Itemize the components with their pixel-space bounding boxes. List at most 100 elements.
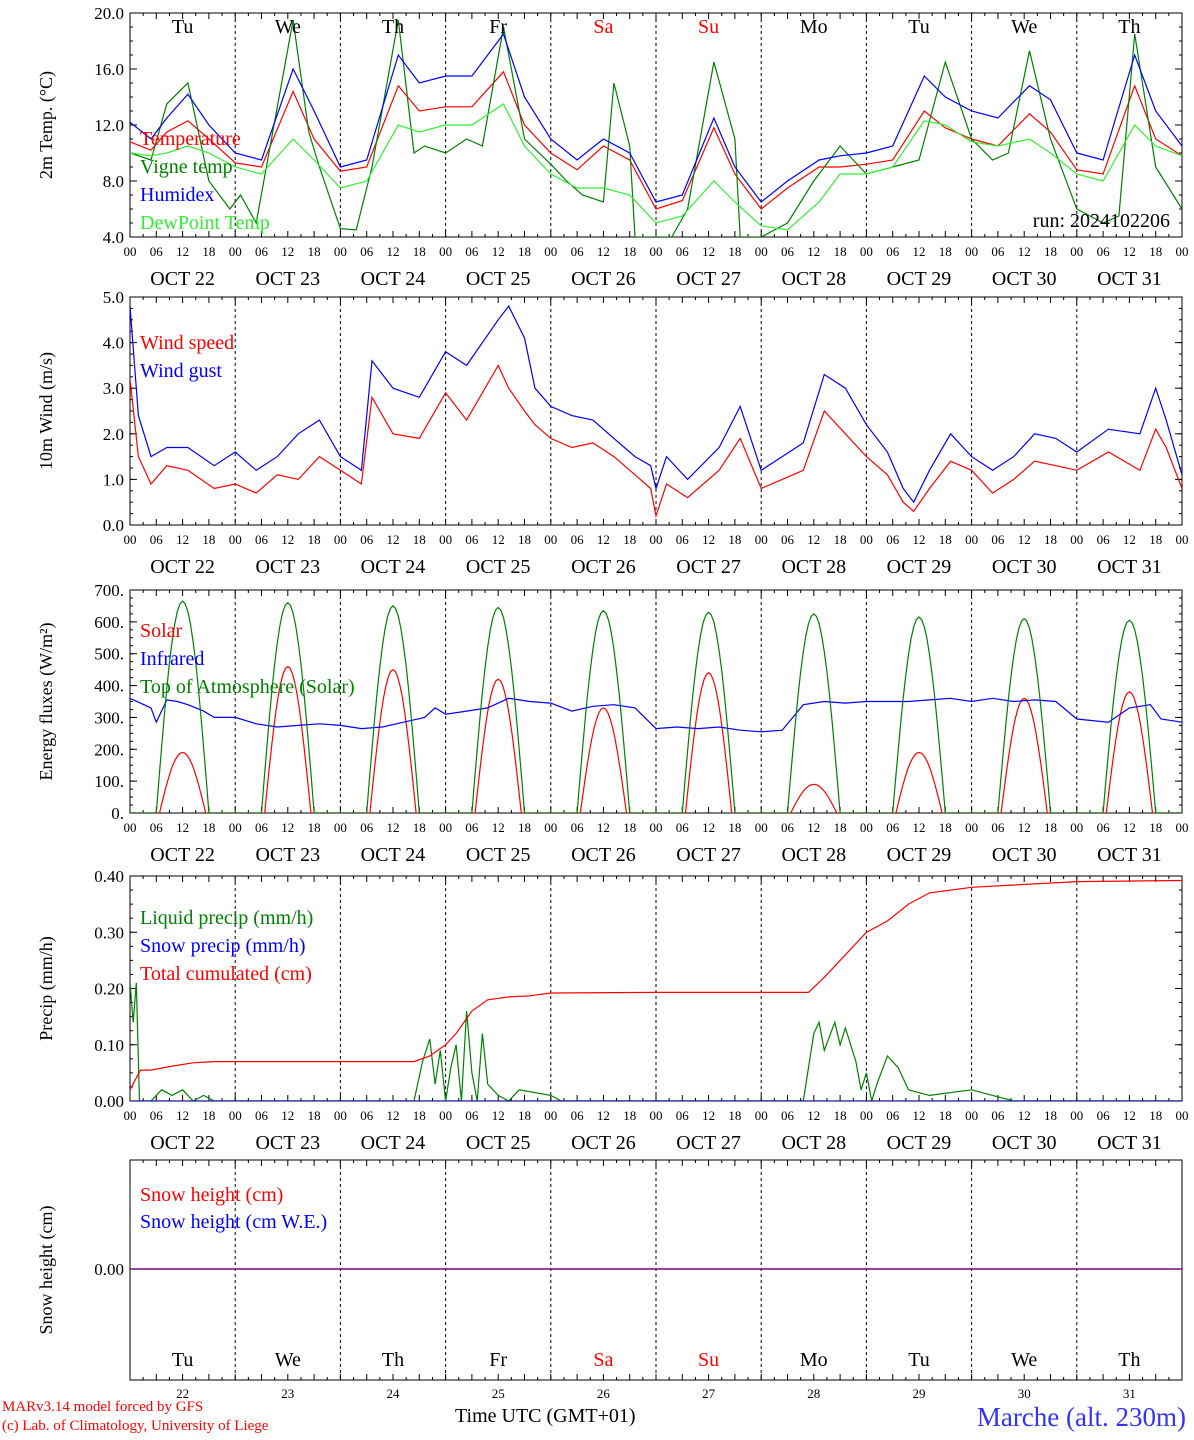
hour-tick-label: 00 [965, 244, 978, 259]
hour-tick-label: 00 [965, 820, 978, 835]
day-number: 27 [702, 1386, 716, 1401]
y-tick-label: 0.30 [94, 923, 124, 942]
y-tick-label: 5.0 [103, 288, 124, 307]
hour-tick-label: 06 [360, 244, 374, 259]
y-tick-label: 3.0 [103, 379, 124, 398]
hour-tick-label: 06 [1097, 820, 1111, 835]
hour-tick-label: 12 [387, 532, 400, 547]
hour-tick-label: 18 [308, 244, 321, 259]
hour-tick-label: 00 [439, 820, 452, 835]
hour-tick-label: 18 [413, 1108, 426, 1123]
hour-tick-label: 00 [124, 1108, 137, 1123]
hour-tick-label: 00 [334, 1108, 347, 1123]
hour-tick-label: 00 [860, 532, 873, 547]
hour-tick-label: 06 [571, 1108, 585, 1123]
hour-tick-label: 12 [176, 1108, 189, 1123]
date-label: OCT 22 [150, 844, 215, 866]
hour-tick-label: 18 [308, 532, 321, 547]
day-number: 23 [281, 1386, 294, 1401]
hour-tick-label: 06 [676, 532, 690, 547]
hour-tick-label: 18 [1149, 532, 1162, 547]
hour-tick-label: 12 [1018, 820, 1031, 835]
date-label: OCT 29 [887, 844, 952, 866]
y-tick-label: 700. [94, 581, 124, 600]
hour-tick-label: 18 [413, 532, 426, 547]
hour-tick-label: 06 [991, 532, 1005, 547]
date-label: OCT 22 [150, 556, 215, 578]
hour-tick-label: 18 [202, 244, 215, 259]
date-label: OCT 31 [1097, 268, 1162, 290]
hour-tick-label: 12 [281, 244, 294, 259]
day-name: We [275, 16, 301, 38]
hour-tick-label: 00 [229, 1108, 242, 1123]
hour-tick-label: 12 [281, 820, 294, 835]
hour-tick-label: 06 [886, 532, 900, 547]
hour-tick-label: 18 [202, 820, 215, 835]
legend-temperature: Temperature [140, 128, 241, 150]
hour-tick-label: 12 [807, 532, 820, 547]
date-label: OCT 29 [887, 556, 952, 578]
y-tick-label: 1.0 [103, 470, 124, 489]
hour-tick-label: 00 [650, 244, 663, 259]
y-tick-label: 100. [94, 772, 124, 791]
hour-tick-label: 12 [597, 244, 610, 259]
hour-tick-label: 06 [571, 532, 585, 547]
hour-tick-label: 12 [913, 820, 926, 835]
hour-tick-label: 06 [886, 1108, 900, 1123]
hour-tick-label: 12 [1018, 532, 1031, 547]
hour-tick-label: 00 [439, 244, 452, 259]
hour-tick-label: 18 [728, 1108, 741, 1123]
hour-tick-label: 00 [1070, 244, 1083, 259]
date-label: OCT 27 [676, 556, 741, 578]
hour-tick-label: 12 [492, 1108, 505, 1123]
hour-tick-label: 00 [544, 1108, 557, 1123]
hour-tick-label: 06 [255, 820, 269, 835]
series-liquid-precip-mm-h- [130, 982, 1182, 1101]
series-top-of-atmosphere-solar- [130, 600, 1182, 813]
hour-tick-label: 00 [229, 244, 242, 259]
legend-dewpoint-temp: DewPoint Temp [140, 212, 270, 234]
date-label: OCT 28 [781, 1132, 846, 1154]
y-tick-label: 4.0 [103, 228, 124, 247]
date-label: OCT 23 [255, 268, 320, 290]
legend-total-cumulated-cm-: Total cumulated (cm) [140, 963, 312, 985]
y-tick-label: 0.10 [94, 1036, 124, 1055]
hour-tick-label: 00 [439, 1108, 452, 1123]
hour-tick-label: 06 [781, 244, 795, 259]
legend-wind-gust: Wind gust [140, 360, 222, 382]
day-name: Th [1118, 1349, 1140, 1371]
y-tick-label: 12.0 [94, 116, 124, 135]
y-tick-label: 0.20 [94, 980, 124, 999]
hour-tick-label: 00 [1070, 532, 1083, 547]
day-name: Su [698, 1349, 719, 1371]
hour-tick-label: 12 [176, 820, 189, 835]
date-label: OCT 30 [992, 556, 1057, 578]
hour-tick-label: 06 [991, 244, 1005, 259]
hour-tick-label: 00 [860, 820, 873, 835]
series-dewpoint-temp [130, 103, 1182, 231]
hour-tick-label: 12 [1018, 244, 1031, 259]
hour-tick-label: 12 [387, 244, 400, 259]
hour-tick-label: 06 [465, 820, 479, 835]
legend-liquid-precip-mm-h-: Liquid precip (mm/h) [140, 907, 313, 929]
hour-tick-label: 06 [360, 532, 374, 547]
day-number: 30 [1018, 1386, 1031, 1401]
hour-tick-label: 06 [1097, 532, 1111, 547]
station-label: Marche (alt. 230m) [976, 1402, 1186, 1432]
y-axis-label-4: Snow height (cm) [36, 1206, 57, 1335]
hour-tick-label: 12 [807, 244, 820, 259]
hour-tick-label: 12 [492, 532, 505, 547]
day-number: 29 [913, 1386, 926, 1401]
legend-humidex: Humidex [140, 184, 214, 206]
date-label: OCT 25 [466, 844, 531, 866]
hour-tick-label: 06 [781, 532, 795, 547]
hour-tick-label: 00 [755, 244, 768, 259]
hour-tick-label: 00 [229, 532, 242, 547]
hour-tick-label: 06 [465, 532, 479, 547]
date-label: OCT 28 [781, 556, 846, 578]
day-name: Mo [800, 16, 828, 38]
hour-tick-label: 00 [1070, 1108, 1083, 1123]
date-label: OCT 31 [1097, 556, 1162, 578]
day-name: Tu [908, 1349, 930, 1371]
